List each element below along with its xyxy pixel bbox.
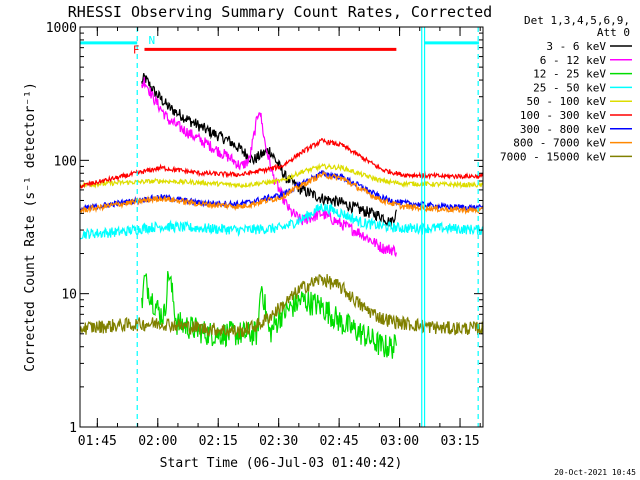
series-line-8	[79, 170, 484, 215]
x-tick-label: 01:45	[78, 434, 117, 449]
legend-label: 7000 - 15000 keV	[500, 150, 606, 163]
annotation-layer: FN	[80, 27, 479, 427]
series-line-2	[141, 77, 397, 258]
series-line-6	[79, 137, 484, 189]
legend-label: 12 - 25 keV	[533, 68, 606, 81]
series-line-1	[141, 73, 397, 227]
series-layer	[79, 73, 484, 359]
x-tick-label: 02:00	[138, 434, 177, 449]
x-tick-label: 02:15	[199, 434, 238, 449]
y-tick-label: 1	[69, 421, 77, 436]
flare-label: F	[133, 43, 140, 56]
y-tick-label: 100	[54, 154, 77, 169]
x-axis-label: Start Time (06-Jul-03 01:40:42)	[160, 456, 403, 471]
chart-title: RHESSI Observing Summary Count Rates, Co…	[68, 3, 492, 21]
legend-label: 100 - 300 keV	[520, 109, 606, 122]
series-line-3	[141, 270, 397, 359]
legend-label: 6 - 12 keV	[540, 54, 607, 67]
y-tick-label: 10	[61, 288, 77, 303]
x-tick-label: 02:45	[320, 434, 359, 449]
legend-label: 800 - 7000 keV	[513, 137, 606, 150]
timestamp: 20-Oct-2021 10:45	[554, 468, 636, 477]
legend-label: 300 - 800 keV	[520, 123, 606, 136]
legend-header: Det 1,3,4,5,6,9,	[524, 14, 630, 27]
x-tick-label: 03:00	[380, 434, 419, 449]
legend-label: 3 - 6 keV	[546, 40, 606, 53]
axis-layer: 01:45 02:00 02:15 02:30 02:45 03:00 03:15 1 10 10…	[46, 21, 483, 449]
x-tick-label: 03:15	[440, 434, 479, 449]
y-tick-label: 1000	[46, 21, 77, 36]
x-tick-label: 02:30	[259, 434, 298, 449]
series-line-4	[79, 202, 484, 240]
series-line-5	[79, 162, 484, 190]
y-axis-label: Corrected Count Rate (s⁻¹ detector⁻¹)	[23, 82, 38, 372]
plot-frame	[79, 26, 484, 428]
legend-label: 25 - 50 keV	[533, 81, 606, 94]
night-label: N	[148, 34, 155, 47]
legend-label: 50 - 100 keV	[527, 95, 607, 108]
series-line-9	[79, 274, 484, 338]
legend-header: Att 0	[597, 26, 630, 39]
